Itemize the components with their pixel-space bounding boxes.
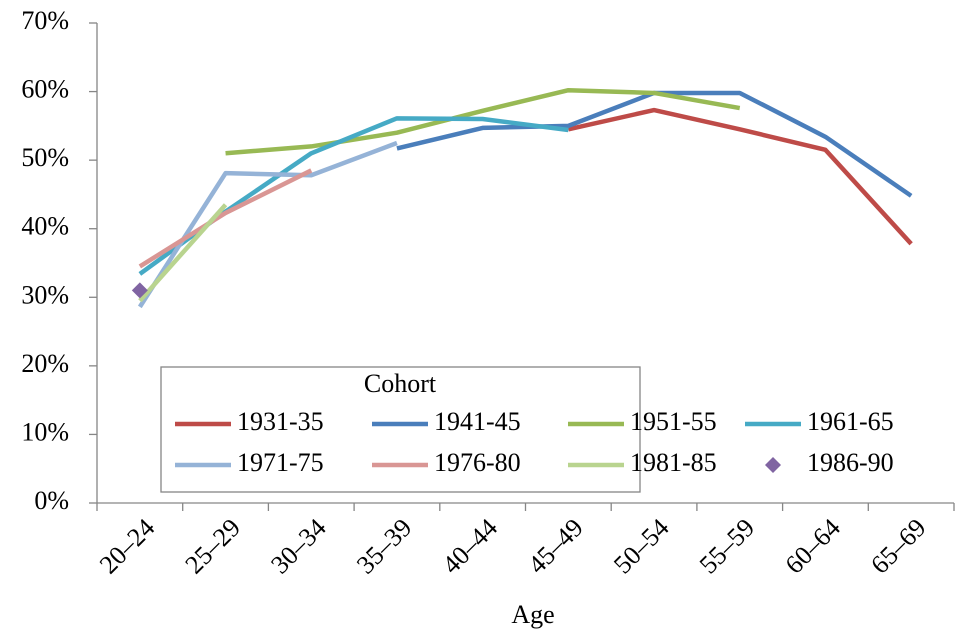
series-line xyxy=(567,107,913,246)
legend: Cohort 1931-35 1941-45 1951-55 1961-65 1971-7… xyxy=(160,366,894,493)
x-tick-label: 50–54 xyxy=(608,513,674,579)
legend-label: 1941-45 xyxy=(434,407,521,436)
x-tick-label: 60–64 xyxy=(779,513,845,579)
x-tick-label: 30–34 xyxy=(265,513,331,579)
x-tick-label: 25–29 xyxy=(180,513,246,579)
marker xyxy=(131,282,148,299)
y-tick-label: 40% xyxy=(21,212,69,241)
y-tick-label: 0% xyxy=(34,486,69,515)
legend-label: 1971-75 xyxy=(237,448,324,477)
x-tick-label: 55–59 xyxy=(694,513,760,579)
series-line xyxy=(138,203,228,303)
legend-label: 1976-80 xyxy=(434,448,521,477)
legend-title: Cohort xyxy=(364,369,437,398)
y-tick-label: 50% xyxy=(21,143,69,172)
legend-label: 1961-65 xyxy=(807,407,894,436)
legend-label: 1951-55 xyxy=(630,407,717,436)
y-tick-label: 70% xyxy=(21,6,69,35)
series-line xyxy=(137,140,398,309)
x-tick-label: 45–49 xyxy=(522,513,588,579)
series-line xyxy=(225,87,741,156)
y-tick-label: 20% xyxy=(21,349,69,378)
y-tick-label: 10% xyxy=(21,417,69,446)
x-tick-label: 40–44 xyxy=(437,513,503,579)
legend-label: 1981-85 xyxy=(630,448,717,477)
legend-label: 1986-90 xyxy=(807,448,894,477)
legend-swatch xyxy=(765,457,781,473)
y-tick-label: 30% xyxy=(21,280,69,309)
x-tick-label: 35–39 xyxy=(351,513,417,579)
y-tick-label: 60% xyxy=(21,75,69,104)
x-tick-label: 65–69 xyxy=(865,513,931,579)
series-line xyxy=(138,168,313,269)
x-tick-label: 20–24 xyxy=(94,513,160,579)
x-axis-label: Age xyxy=(511,600,554,629)
legend-label: 1931-35 xyxy=(237,407,324,436)
legend-box xyxy=(160,366,641,493)
